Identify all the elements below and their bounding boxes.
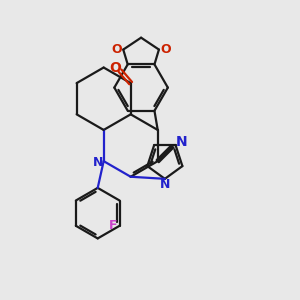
Text: N: N — [93, 156, 104, 169]
Text: F: F — [109, 219, 117, 232]
Text: O: O — [109, 61, 121, 75]
Text: O: O — [160, 43, 171, 56]
Text: N: N — [160, 178, 170, 191]
Text: N: N — [176, 135, 188, 149]
Text: O: O — [111, 43, 122, 56]
